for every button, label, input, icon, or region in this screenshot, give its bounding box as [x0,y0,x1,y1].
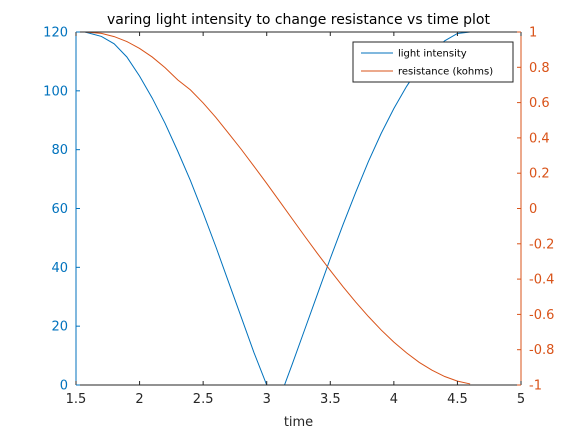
x-tick-label: 5 [517,392,525,407]
y-left-tick-label: 100 [43,84,68,99]
y-left-tick-label: 80 [51,143,68,158]
y-right-tick-label: 0.6 [529,96,550,111]
x-tick-label: 4 [390,392,398,407]
series-line-resistance [84,31,471,385]
y-left-tick-label: 120 [43,26,68,41]
y-left-tick-label: 0 [60,379,68,394]
x-tick-label: 2 [135,392,143,407]
y-right-tick-label: -0.6 [529,308,554,323]
y-left-tick-label: 60 [51,202,68,217]
legend-label-resistance: resistance (kohms) [398,67,493,78]
axes-background [76,32,521,385]
axes-layer: 1.5 2 2.5 3 3.5 4 4.5 5 0 20 40 60 80 100 120 -1 -0.8 -0.… [43,26,554,408]
y-right-tick-label: 0 [529,202,537,217]
y-right-tick-label: -0.2 [529,237,554,252]
y-right-tick-label: -0.8 [529,343,554,358]
y-right-tick-label: -0.4 [529,273,554,288]
x-tick-label: 1.5 [66,392,87,407]
legend: light intensity resistance (kohms) [352,41,514,83]
x-tick-label: 4.5 [447,392,468,407]
x-axis-label: time [284,415,313,430]
x-tick-label: 2.5 [193,392,214,407]
y-right-tick-label: 0.2 [529,167,550,182]
y-left-tick-label: 40 [51,261,68,276]
chart-title: varing light intensity to change resista… [107,12,491,28]
x-tick-label: 3.5 [320,392,341,407]
y-right-tick-label: 1 [529,26,537,41]
y-right-tick-label: 0.8 [529,61,550,76]
y-right-tick-label: -1 [529,379,542,394]
x-tick-label: 3 [263,392,271,407]
y-right-tick-label: 0.4 [529,131,550,146]
legend-box [352,41,514,83]
legend-label-light-intensity: light intensity [398,49,467,60]
y-left-tick-label: 20 [51,320,68,335]
